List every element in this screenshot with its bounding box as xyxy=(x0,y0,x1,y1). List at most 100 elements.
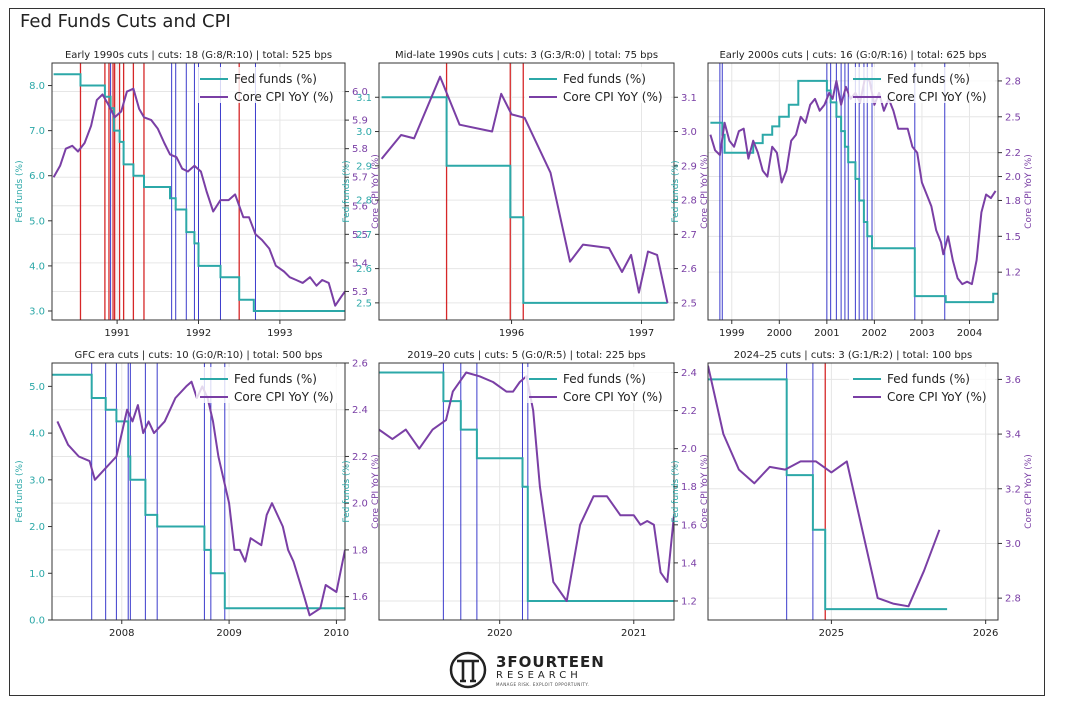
x-tick-label: 1993 xyxy=(267,328,292,339)
y-left-tick-label: 0.0 xyxy=(29,616,45,627)
x-tick-label: 1991 xyxy=(104,328,129,339)
y-left-tick-label: 2.0 xyxy=(29,522,45,533)
chart-title: 2019–20 cuts | cuts: 5 (G:0/R:5) | total… xyxy=(407,350,645,361)
y-right-tick-label: 3.2 xyxy=(1005,484,1021,495)
y-right-tick-label: 3.1 xyxy=(681,93,697,104)
core-cpi-line xyxy=(56,380,345,617)
core-cpi-line xyxy=(52,87,345,307)
plot-area xyxy=(379,363,674,620)
logo-mark xyxy=(449,651,487,689)
y-right-tick-label: 2.4 xyxy=(352,405,368,416)
y-left-tick-label: 3.1 xyxy=(356,93,372,104)
y-right-tick-label: 5.3 xyxy=(352,287,368,298)
x-tick-label: 2000 xyxy=(767,328,792,339)
legend-cpi-label: Core CPI YoY (%) xyxy=(563,90,663,104)
x-tick-label: 1996 xyxy=(499,328,524,339)
y-left-tick-label: 2.9 xyxy=(356,161,372,172)
x-tick-label: 2021 xyxy=(621,628,646,639)
axes-frame xyxy=(707,62,999,321)
y-right-tick-label: 2.6 xyxy=(681,264,697,275)
legend-cpi-label: Core CPI YoY (%) xyxy=(234,90,334,104)
y-left-tick-label: 3.0 xyxy=(29,475,45,486)
y-right-tick-label: 1.2 xyxy=(681,596,697,607)
chart-title: GFC era cuts | cuts: 10 (G:0/R:10) | tot… xyxy=(74,350,322,361)
y-right-tick-label: 2.8 xyxy=(1005,76,1021,87)
y-right-tick-label: 2.7 xyxy=(681,230,697,241)
fed-funds-line xyxy=(710,79,998,304)
x-tick-label: 1999 xyxy=(719,328,744,339)
legend-cpi-label: Core CPI YoY (%) xyxy=(887,90,987,104)
core-cpi-line xyxy=(379,371,674,602)
y-right-tick-label: 2.5 xyxy=(681,298,697,309)
y-right-tick-label: 1.4 xyxy=(681,558,697,569)
y-right-tick-label: 1.2 xyxy=(1005,268,1021,279)
fed-funds-line xyxy=(52,373,345,610)
y-left-tick-label: 6.0 xyxy=(29,171,45,182)
y-left-axis-label: Fed funds (%) xyxy=(671,460,681,522)
y-left-tick-label: 2.7 xyxy=(356,230,372,241)
figure-title: Fed Funds Cuts and CPI xyxy=(20,11,231,32)
legend-fed-label: Fed funds (%) xyxy=(563,372,646,386)
y-left-tick-label: 3.0 xyxy=(356,127,372,138)
y-right-tick-label: 2.2 xyxy=(681,406,697,417)
plot-area xyxy=(708,63,998,320)
axes-frame xyxy=(707,362,999,621)
y-right-tick-label: 1.6 xyxy=(681,520,697,531)
y-right-tick-label: 2.4 xyxy=(681,368,697,379)
y-right-tick-label: 1.5 xyxy=(1005,232,1021,243)
legend-fed-label: Fed funds (%) xyxy=(563,72,646,86)
chart-title: 2024–25 cuts | cuts: 3 (G:1/R:2) | total… xyxy=(734,350,972,361)
fed-funds-line xyxy=(53,73,345,312)
x-tick-label: 2008 xyxy=(109,628,134,639)
x-tick-label: 2003 xyxy=(909,328,934,339)
legend-fed-label: Fed funds (%) xyxy=(887,372,970,386)
x-tick-label: 1992 xyxy=(186,328,211,339)
y-right-axis-label: Core CPI YoY (%) xyxy=(1024,454,1034,529)
chart-title: Early 1990s cuts | cuts: 18 (G:8/R:10) |… xyxy=(65,50,332,61)
axes-frame xyxy=(378,62,675,321)
legend-cpi-label: Core CPI YoY (%) xyxy=(563,390,663,404)
fed-funds-line xyxy=(708,378,948,611)
y-right-tick-label: 5.7 xyxy=(352,173,368,184)
x-tick-label: 2004 xyxy=(957,328,982,339)
y-right-tick-label: 5.4 xyxy=(352,258,368,269)
logo-sub: RESEARCH xyxy=(496,670,582,681)
x-tick-label: 2020 xyxy=(487,628,512,639)
y-left-tick-label: 3.0 xyxy=(29,306,45,317)
y-right-tick-label: 3.0 xyxy=(681,127,697,138)
x-tick-label: 2009 xyxy=(216,628,241,639)
y-right-tick-label: 5.9 xyxy=(352,116,368,127)
core-cpi-line xyxy=(709,77,997,286)
y-right-tick-label: 3.4 xyxy=(1005,430,1021,441)
y-left-tick-label: 4.0 xyxy=(29,261,45,272)
chart-panel-3: Early 2000s cuts | cuts: 16 (G:0/R:16) |… xyxy=(671,50,1034,339)
y-right-tick-label: 1.8 xyxy=(352,545,368,556)
y-left-tick-label: 1.0 xyxy=(29,569,45,580)
y-right-tick-label: 2.9 xyxy=(681,161,697,172)
y-left-tick-label: 5.0 xyxy=(29,216,45,227)
y-left-tick-label: 8.0 xyxy=(29,81,45,92)
y-right-axis-label: Core CPI YoY (%) xyxy=(700,154,710,229)
legend-cpi-label: Core CPI YoY (%) xyxy=(234,390,334,404)
y-left-axis-label: Fed funds (%) xyxy=(15,160,25,222)
x-tick-label: 2010 xyxy=(324,628,349,639)
y-right-tick-label: 2.0 xyxy=(1005,172,1021,183)
x-tick-label: 2025 xyxy=(819,628,844,639)
chart-title: Early 2000s cuts | cuts: 16 (G:0/R:16) |… xyxy=(719,50,986,61)
y-right-tick-label: 2.8 xyxy=(1005,594,1021,605)
y-left-tick-label: 4.0 xyxy=(29,429,45,440)
axes-frame xyxy=(51,362,346,621)
chart-panel-4: GFC era cuts | cuts: 10 (G:0/R:10) | tot… xyxy=(15,350,381,639)
chart-title: Mid-late 1990s cuts | cuts: 3 (G:3/R:0) … xyxy=(395,50,658,61)
core-cpi-line xyxy=(708,365,941,608)
y-left-axis-label: Fed funds (%) xyxy=(342,460,352,522)
y-right-tick-label: 5.6 xyxy=(352,201,368,212)
y-right-tick-label: 5.5 xyxy=(352,230,368,241)
legend-fed-label: Fed funds (%) xyxy=(234,372,317,386)
x-tick-label: 2002 xyxy=(862,328,887,339)
y-right-tick-label: 3.6 xyxy=(1005,375,1021,386)
plot-area xyxy=(379,63,674,320)
y-left-tick-label: 2.8 xyxy=(356,196,372,207)
y-left-axis-label: Fed funds (%) xyxy=(342,160,352,222)
